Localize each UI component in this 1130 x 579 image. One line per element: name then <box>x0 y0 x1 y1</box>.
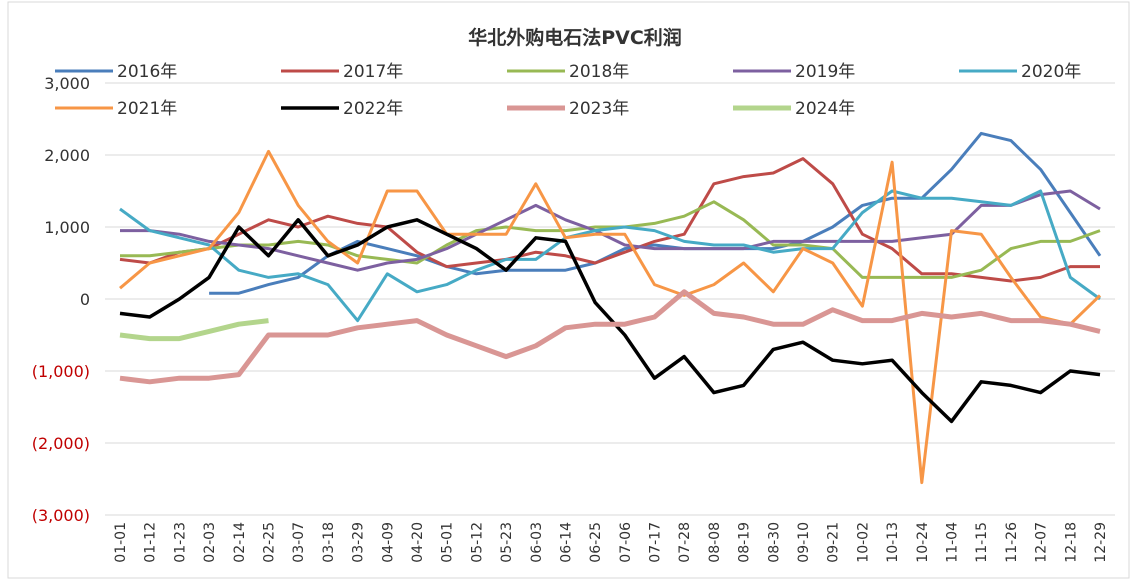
legend-label: 2019年 <box>795 62 855 82</box>
x-tick-label: 05-12 <box>469 522 485 563</box>
x-tick-label: 10-13 <box>885 522 901 563</box>
series-line <box>119 189 1101 323</box>
chart-frame <box>7 1 1130 579</box>
series-line <box>209 131 1102 295</box>
x-tick-label: 06-25 <box>588 522 604 563</box>
x-tick-label: 08-08 <box>707 522 723 563</box>
x-tick-label: 11-15 <box>974 522 990 563</box>
x-tick-label: 01-23 <box>172 522 188 563</box>
legend-label: 2017年 <box>343 62 403 82</box>
legend-label: 2024年 <box>795 99 855 119</box>
x-tick-label: 01-01 <box>113 522 129 563</box>
legend-label: 2022年 <box>343 99 403 119</box>
x-tick-label: 05-23 <box>499 522 515 563</box>
x-tick-label: 11-26 <box>1004 522 1020 563</box>
x-tick-label: 06-14 <box>558 522 574 563</box>
x-tick-label: 08-30 <box>766 522 782 563</box>
series-line <box>119 218 1101 424</box>
x-tick-label: 03-29 <box>351 522 367 563</box>
series-line <box>119 289 1101 385</box>
x-tick-label: 07-06 <box>618 522 634 563</box>
x-tick-label: 10-02 <box>855 522 871 563</box>
x-tick-label: 07-17 <box>648 522 664 563</box>
x-tick-label: 09-21 <box>826 522 842 563</box>
y-tick-label: 3,000 <box>44 74 90 93</box>
y-tick-label: (3,000) <box>32 506 90 525</box>
x-tick-label: 03-18 <box>321 522 337 563</box>
x-tick-label: 09-10 <box>796 522 812 563</box>
y-tick-label: 2,000 <box>44 146 90 165</box>
legend-label: 2023年 <box>569 99 629 119</box>
x-tick-label: 12-18 <box>1063 522 1079 563</box>
y-tick-label: 0 <box>80 290 90 309</box>
x-tick-label: 07-28 <box>677 522 693 563</box>
x-tick-label: 05-01 <box>440 522 456 563</box>
legend-label: 2018年 <box>569 62 629 82</box>
x-tick-label: 02-25 <box>261 522 277 563</box>
x-tick-label: 11-04 <box>945 522 961 563</box>
y-tick-label: (2,000) <box>32 434 90 453</box>
series-line <box>119 318 269 342</box>
x-tick-label: 03-07 <box>291 522 307 563</box>
series-line <box>120 189 1101 272</box>
legend-label: 2021年 <box>117 99 177 119</box>
series-line <box>119 157 1100 283</box>
x-tick-label: 02-14 <box>232 522 248 563</box>
legend-label: 2016年 <box>117 62 177 82</box>
x-tick-label: 08-19 <box>737 522 753 563</box>
series-line <box>119 149 1102 485</box>
x-tick-label: 12-07 <box>1034 522 1050 563</box>
x-tick-label: 01-12 <box>143 522 159 563</box>
x-tick-label: 02-03 <box>202 522 218 563</box>
legend-label: 2020年 <box>1021 62 1081 82</box>
x-tick-label: 10-24 <box>915 522 931 563</box>
x-tick-label: 04-09 <box>380 522 396 563</box>
x-tick-label: 12-29 <box>1093 522 1109 563</box>
x-tick-label: 04-20 <box>410 522 426 563</box>
y-tick-label: 1,000 <box>44 218 90 237</box>
y-tick-label: (1,000) <box>32 362 90 381</box>
x-tick-label: 06-03 <box>529 522 545 563</box>
series-line <box>120 200 1101 279</box>
chart-title: 华北外购电石法PVC利润 <box>468 26 682 49</box>
